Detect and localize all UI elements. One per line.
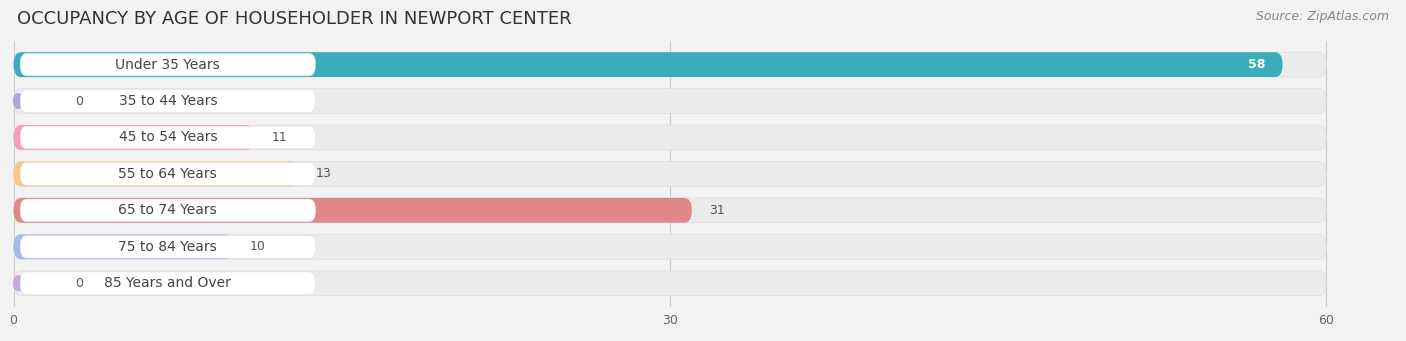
Text: OCCUPANCY BY AGE OF HOUSEHOLDER IN NEWPORT CENTER: OCCUPANCY BY AGE OF HOUSEHOLDER IN NEWPO… [17,10,571,28]
Text: 0: 0 [75,94,83,107]
Text: Source: ZipAtlas.com: Source: ZipAtlas.com [1256,10,1389,23]
FancyBboxPatch shape [20,272,315,295]
Text: 58: 58 [1247,58,1265,71]
FancyBboxPatch shape [14,125,254,150]
FancyBboxPatch shape [20,199,315,222]
Text: 11: 11 [271,131,287,144]
FancyBboxPatch shape [14,162,1326,186]
FancyBboxPatch shape [14,198,1326,223]
FancyBboxPatch shape [20,236,315,258]
FancyBboxPatch shape [14,234,1326,259]
FancyBboxPatch shape [14,198,692,223]
Text: 31: 31 [710,204,725,217]
FancyBboxPatch shape [14,52,1326,77]
Text: 35 to 44 Years: 35 to 44 Years [118,94,217,108]
FancyBboxPatch shape [14,52,1282,77]
Circle shape [14,276,22,291]
Text: 45 to 54 Years: 45 to 54 Years [118,131,217,145]
Text: 85 Years and Over: 85 Years and Over [104,276,231,290]
Circle shape [14,94,22,108]
Text: 55 to 64 Years: 55 to 64 Years [118,167,217,181]
FancyBboxPatch shape [14,125,1326,150]
FancyBboxPatch shape [14,89,1326,114]
Text: Under 35 Years: Under 35 Years [115,58,221,72]
FancyBboxPatch shape [20,163,315,185]
FancyBboxPatch shape [20,126,315,149]
FancyBboxPatch shape [14,234,232,259]
Text: 10: 10 [250,240,266,253]
FancyBboxPatch shape [20,90,315,112]
Text: 75 to 84 Years: 75 to 84 Years [118,240,217,254]
FancyBboxPatch shape [20,53,315,76]
FancyBboxPatch shape [14,271,1326,296]
Text: 65 to 74 Years: 65 to 74 Years [118,203,217,217]
Text: 13: 13 [315,167,332,180]
Text: 0: 0 [75,277,83,290]
FancyBboxPatch shape [14,162,298,186]
